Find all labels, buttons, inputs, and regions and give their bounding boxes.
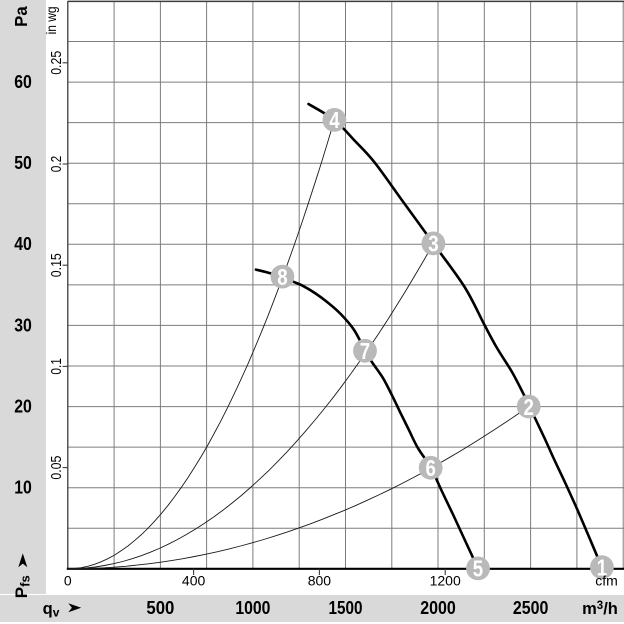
- svg-text:20: 20: [14, 397, 32, 417]
- svg-text:m3/h: m3/h: [582, 600, 618, 618]
- svg-text:1200: 1200: [430, 573, 461, 589]
- svg-text:3: 3: [428, 231, 438, 257]
- svg-text:Pfs: Pfs: [12, 575, 33, 598]
- svg-text:0.25: 0.25: [49, 51, 65, 75]
- svg-text:0.05: 0.05: [49, 456, 65, 480]
- svg-text:0: 0: [64, 573, 72, 589]
- svg-text:in wg: in wg: [44, 6, 59, 34]
- svg-text:7: 7: [360, 338, 370, 364]
- svg-text:2: 2: [524, 394, 534, 420]
- svg-text:4: 4: [329, 107, 340, 133]
- svg-text:800: 800: [308, 573, 332, 589]
- svg-text:1: 1: [597, 555, 608, 581]
- svg-text:10: 10: [14, 478, 32, 498]
- svg-text:5: 5: [473, 556, 484, 582]
- svg-text:0.15: 0.15: [49, 253, 65, 277]
- svg-text:2000: 2000: [420, 598, 456, 618]
- svg-text:2500: 2500: [513, 598, 549, 618]
- svg-text:cfm: cfm: [595, 573, 618, 589]
- svg-text:40: 40: [14, 234, 32, 254]
- svg-text:400: 400: [182, 573, 206, 589]
- svg-text:1500: 1500: [329, 598, 363, 618]
- svg-text:1000: 1000: [235, 598, 270, 618]
- svg-text:30: 30: [14, 315, 32, 335]
- svg-text:60: 60: [14, 72, 32, 92]
- svg-text:500: 500: [146, 598, 174, 618]
- svg-text:0.1: 0.1: [49, 358, 65, 375]
- svg-text:0.2: 0.2: [49, 156, 65, 173]
- svg-text:6: 6: [426, 455, 436, 481]
- svg-text:50: 50: [14, 153, 32, 173]
- svg-text:Pa: Pa: [11, 6, 31, 27]
- svg-text:qv: qv: [43, 600, 60, 620]
- svg-text:8: 8: [277, 264, 288, 290]
